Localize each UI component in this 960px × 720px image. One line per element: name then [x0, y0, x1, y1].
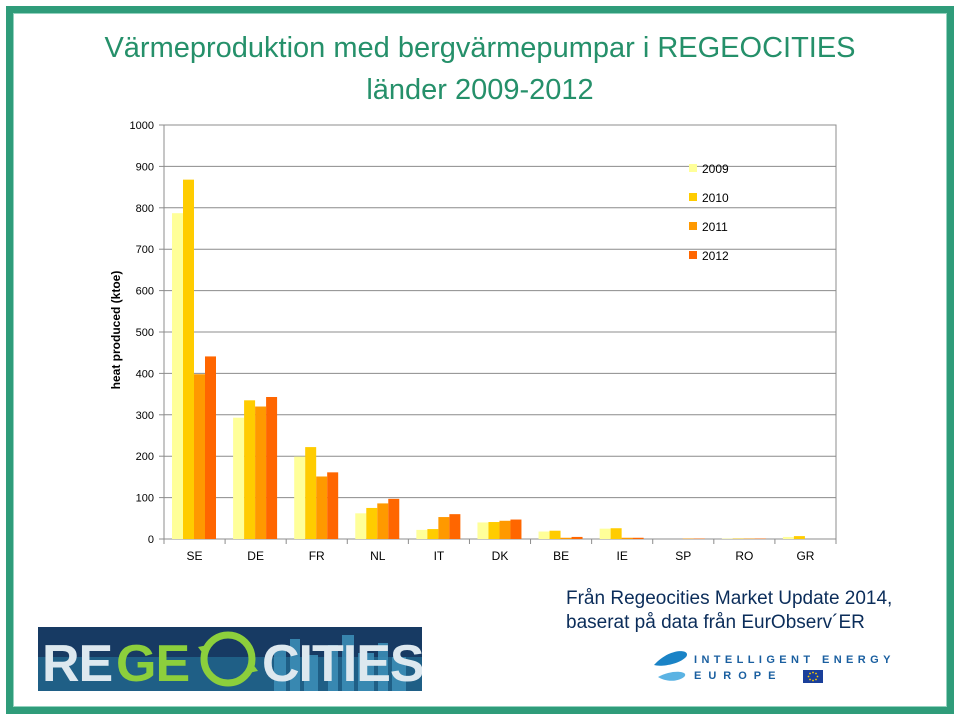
- legend-label-2009: 2009: [702, 162, 729, 176]
- source-line-1: Från Regeocities Market Update 2014,: [566, 588, 893, 609]
- x-tick-label-IT: IT: [434, 549, 445, 563]
- x-tick-label-GR: GR: [796, 549, 814, 563]
- legend-label-2010: 2010: [702, 191, 729, 205]
- y-tick-label: 500: [136, 327, 154, 339]
- bar-DE-2010: [244, 400, 256, 539]
- bar-FR-2012: [327, 472, 339, 539]
- bar-BE-2010: [549, 530, 561, 539]
- bar-IT-2012: [449, 514, 461, 539]
- svg-text:GE: GE: [116, 635, 189, 691]
- x-tick-label-RO: RO: [735, 549, 753, 563]
- bar-NL-2012: [388, 498, 400, 539]
- bar-DK-2010: [488, 522, 500, 539]
- x-tick-label-SE: SE: [187, 549, 203, 563]
- legend-swatch-2009: [689, 164, 697, 172]
- bar-NL-2009: [355, 513, 367, 539]
- bar-NL-2010: [366, 507, 378, 539]
- bar-FR-2009: [294, 456, 306, 539]
- bar-BE-2009: [538, 531, 550, 539]
- bar-IE-2009: [599, 528, 611, 539]
- x-tick-label-SP: SP: [675, 549, 691, 563]
- bar-IE-2012: [632, 537, 644, 539]
- bar-GR-2009: [782, 536, 794, 539]
- bar-DK-2009: [477, 522, 489, 539]
- source-line-2: baserat på data från EurObserv´ER: [566, 612, 865, 633]
- bar-SE-2010: [183, 179, 194, 539]
- slide-title-line1: Värmeproduktion med bergvärmepumpar i RE…: [104, 32, 856, 64]
- x-tick-label-DK: DK: [492, 549, 509, 563]
- svg-text:RE: RE: [42, 635, 112, 691]
- y-tick-label: 900: [136, 161, 154, 173]
- bar-IT-2011: [438, 517, 450, 539]
- legend-swatch-2012: [689, 251, 697, 259]
- x-tick-label-DE: DE: [247, 549, 264, 563]
- bar-SE-2009: [172, 213, 183, 539]
- bar-IT-2010: [427, 529, 439, 539]
- legend-label-2011: 2011: [702, 220, 728, 234]
- svg-text:CITIES: CITIES: [262, 635, 422, 691]
- legend-swatch-2010: [689, 193, 697, 201]
- x-tick-label-NL: NL: [370, 549, 386, 563]
- bar-BE-2012: [571, 536, 583, 539]
- regeocities-logo: RE GE CITIES: [38, 627, 422, 691]
- bar-SE-2012: [205, 356, 216, 539]
- legend-swatch-2011: [689, 222, 697, 230]
- bar-SE-2011: [194, 374, 205, 539]
- svg-text:INTELLIGENT ENERGY: INTELLIGENT ENERGY: [694, 654, 895, 666]
- bar-BE-2011: [560, 537, 572, 539]
- bar-DE-2009: [233, 417, 245, 539]
- bar-DE-2011: [255, 406, 267, 539]
- bar-IT-2009: [416, 529, 428, 539]
- y-tick-label: 400: [136, 368, 154, 380]
- x-tick-label-FR: FR: [309, 549, 325, 563]
- slide-title-line2: länder 2009-2012: [366, 74, 594, 106]
- bar-GR-2010: [793, 536, 805, 539]
- bar-IE-2011: [621, 537, 633, 539]
- x-tick-label-IE: IE: [617, 549, 628, 563]
- chart-legend: 2009 2010 2011 2012: [689, 162, 729, 263]
- bar-NL-2011: [377, 503, 389, 539]
- y-tick-labels: 0 100 200 300 400 500 600 700 800 900 1000: [130, 120, 154, 546]
- y-tick-label: 100: [136, 493, 154, 505]
- x-tick-label-BE: BE: [553, 549, 569, 563]
- bar-DE-2012: [266, 396, 278, 539]
- source-note: Från Regeocities Market Update 2014, bas…: [566, 587, 892, 635]
- bar-DK-2011: [499, 520, 511, 539]
- y-axis-label: heat produced (ktoe): [109, 271, 123, 390]
- y-tick-label: 800: [136, 203, 154, 215]
- legend-label-2012: 2012: [702, 249, 729, 263]
- bar-FR-2011: [316, 476, 328, 539]
- y-tick-label: 200: [136, 451, 154, 463]
- y-tick-label: 1000: [130, 120, 154, 132]
- intelligent-energy-europe-logo: INTELLIGENT ENERGY EUROPE: [654, 651, 895, 683]
- x-tick-labels: SE DE FR NL IT DK BE IE SP RO GR: [187, 549, 815, 563]
- y-tick-label: 700: [136, 244, 154, 256]
- bar-IE-2010: [610, 528, 622, 539]
- y-tick-label: 600: [136, 286, 154, 298]
- bar-DK-2012: [510, 519, 522, 539]
- bar-FR-2010: [305, 447, 317, 539]
- svg-text:EUROPE: EUROPE: [694, 670, 782, 682]
- y-tick-label: 300: [136, 410, 154, 422]
- y-tick-label: 0: [148, 534, 154, 546]
- chart-bars: [172, 179, 805, 539]
